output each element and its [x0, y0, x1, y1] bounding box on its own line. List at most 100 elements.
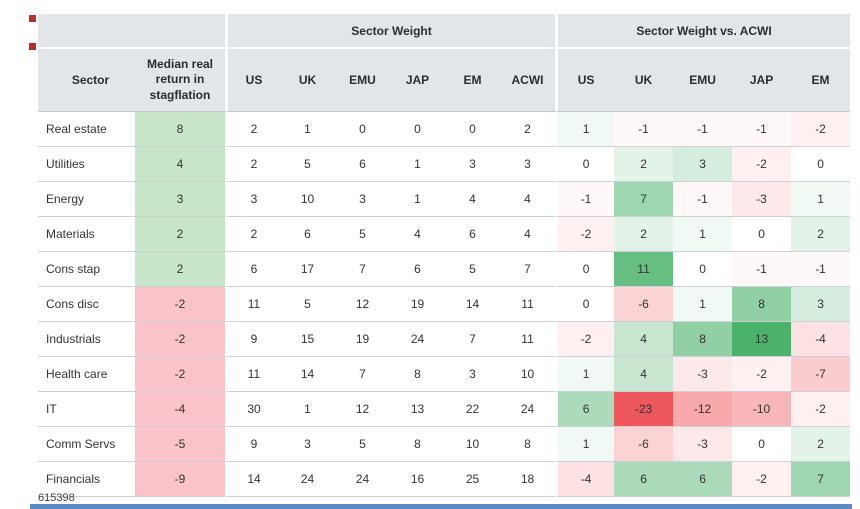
vs-acwi-cell: 13 [732, 322, 792, 357]
column-header-vs-jap: JAP [732, 47, 792, 112]
weight-cell: 2 [225, 217, 280, 252]
vs-acwi-cell: -2 [732, 462, 792, 497]
column-header-median: Median real return in stagflation [135, 47, 225, 112]
weight-cell: 10 [445, 427, 500, 462]
vs-acwi-cell: -2 [791, 112, 851, 147]
group-header-row: Sector Weight Sector Weight vs. ACWI [38, 14, 851, 47]
vs-acwi-cell: -6 [614, 287, 674, 322]
weight-cell: 2 [500, 112, 556, 147]
weight-cell: 5 [445, 252, 500, 287]
column-header-weight-jap: JAP [390, 47, 445, 112]
column-header-weight-em: EM [445, 47, 500, 112]
median-return-cell: -2 [135, 357, 225, 392]
weight-cell: 3 [445, 357, 500, 392]
weight-cell: 12 [335, 287, 390, 322]
vs-acwi-cell: -3 [732, 182, 792, 217]
column-header-vs-em: EM [791, 47, 851, 112]
vs-acwi-cell: 1 [673, 287, 733, 322]
table-row: Cons disc -2 11 5 12 19 14 11 0 -6 1 8 3 [38, 287, 851, 322]
weight-cell: 22 [445, 392, 500, 427]
vs-acwi-cell: 6 [614, 462, 674, 497]
weight-cell: 16 [390, 462, 445, 497]
vs-acwi-cell: -10 [732, 392, 792, 427]
weight-cell: 6 [335, 147, 390, 182]
red-marker-icon [29, 43, 36, 50]
weight-cell: 1 [390, 147, 445, 182]
footnote-id: 615398 [38, 492, 75, 504]
vs-acwi-cell: -2 [732, 357, 792, 392]
vs-acwi-cell: 4 [614, 322, 674, 357]
vs-acwi-cell: -1 [732, 112, 792, 147]
sector-name-cell: IT [38, 392, 135, 427]
weight-cell: 13 [390, 392, 445, 427]
sector-heatmap-table: Sector Weight Sector Weight vs. ACWI Sec… [38, 14, 851, 497]
weight-cell: 6 [225, 252, 280, 287]
sector-name-cell: Real estate [38, 112, 135, 147]
weight-cell: 7 [335, 357, 390, 392]
sector-name-cell: Energy [38, 182, 135, 217]
weight-cell: 1 [280, 392, 335, 427]
vs-acwi-cell: 1 [673, 217, 733, 252]
vs-acwi-cell: 8 [673, 322, 733, 357]
vs-acwi-cell: 1 [555, 427, 615, 462]
vs-acwi-cell: 8 [732, 287, 792, 322]
weight-cell: 3 [445, 147, 500, 182]
median-return-cell: -5 [135, 427, 225, 462]
weight-cell: 14 [280, 357, 335, 392]
sector-name-cell: Comm Servs [38, 427, 135, 462]
weight-cell: 11 [500, 322, 556, 357]
median-return-cell: -2 [135, 322, 225, 357]
weight-cell: 6 [390, 252, 445, 287]
weight-cell: 3 [225, 182, 280, 217]
weight-cell: 11 [225, 357, 280, 392]
vs-acwi-cell: 2 [614, 217, 674, 252]
weight-cell: 17 [280, 252, 335, 287]
sector-name-cell: Cons stap [38, 252, 135, 287]
column-header-vs-emu: EMU [673, 47, 733, 112]
weight-cell: 2 [225, 147, 280, 182]
column-header-weight-us: US [225, 47, 280, 112]
weight-cell: 4 [445, 182, 500, 217]
vs-acwi-cell: 11 [614, 252, 674, 287]
vs-acwi-cell: 3 [673, 147, 733, 182]
vs-acwi-cell: -1 [673, 112, 733, 147]
weight-cell: 3 [335, 182, 390, 217]
median-return-cell: 3 [135, 182, 225, 217]
vs-acwi-cell: -23 [614, 392, 674, 427]
weight-cell: 2 [225, 112, 280, 147]
weight-cell: 7 [500, 252, 556, 287]
column-header-weight-uk: UK [280, 47, 335, 112]
column-header-vs-us: US [555, 47, 615, 112]
weight-cell: 4 [390, 217, 445, 252]
vs-acwi-cell: 2 [614, 147, 674, 182]
median-return-cell: 2 [135, 217, 225, 252]
weight-cell: 8 [390, 357, 445, 392]
vs-acwi-cell: -2 [732, 147, 792, 182]
table-row: Financials -9 14 24 24 16 25 18 -4 6 6 -2 7 [38, 462, 851, 497]
vs-acwi-cell: 6 [555, 392, 615, 427]
weight-cell: 5 [280, 147, 335, 182]
vs-acwi-cell: -3 [673, 427, 733, 462]
weight-cell: 7 [445, 322, 500, 357]
weight-cell: 18 [500, 462, 556, 497]
weight-cell: 5 [335, 427, 390, 462]
sector-name-cell: Utilities [38, 147, 135, 182]
column-header-row: Sector Median real return in stagflation… [38, 47, 851, 112]
vs-acwi-cell: -2 [555, 322, 615, 357]
vs-acwi-cell: 0 [732, 217, 792, 252]
vs-acwi-cell: 0 [732, 427, 792, 462]
vs-acwi-cell: -7 [791, 357, 851, 392]
weight-cell: 11 [500, 287, 556, 322]
vs-acwi-cell: 1 [791, 182, 851, 217]
table-header: Sector Weight Sector Weight vs. ACWI Sec… [38, 14, 851, 112]
vs-acwi-cell: -1 [614, 112, 674, 147]
weight-cell: 6 [280, 217, 335, 252]
weight-cell: 10 [500, 357, 556, 392]
group-header-vs-acwi: Sector Weight vs. ACWI [555, 14, 851, 47]
weight-cell: 0 [445, 112, 500, 147]
blank-group-header [38, 14, 225, 47]
vs-acwi-cell: -2 [555, 217, 615, 252]
table-row: Utilities 4 2 5 6 1 3 3 0 2 3 -2 0 [38, 147, 851, 182]
vs-acwi-cell: -1 [791, 252, 851, 287]
vs-acwi-cell: -4 [555, 462, 615, 497]
